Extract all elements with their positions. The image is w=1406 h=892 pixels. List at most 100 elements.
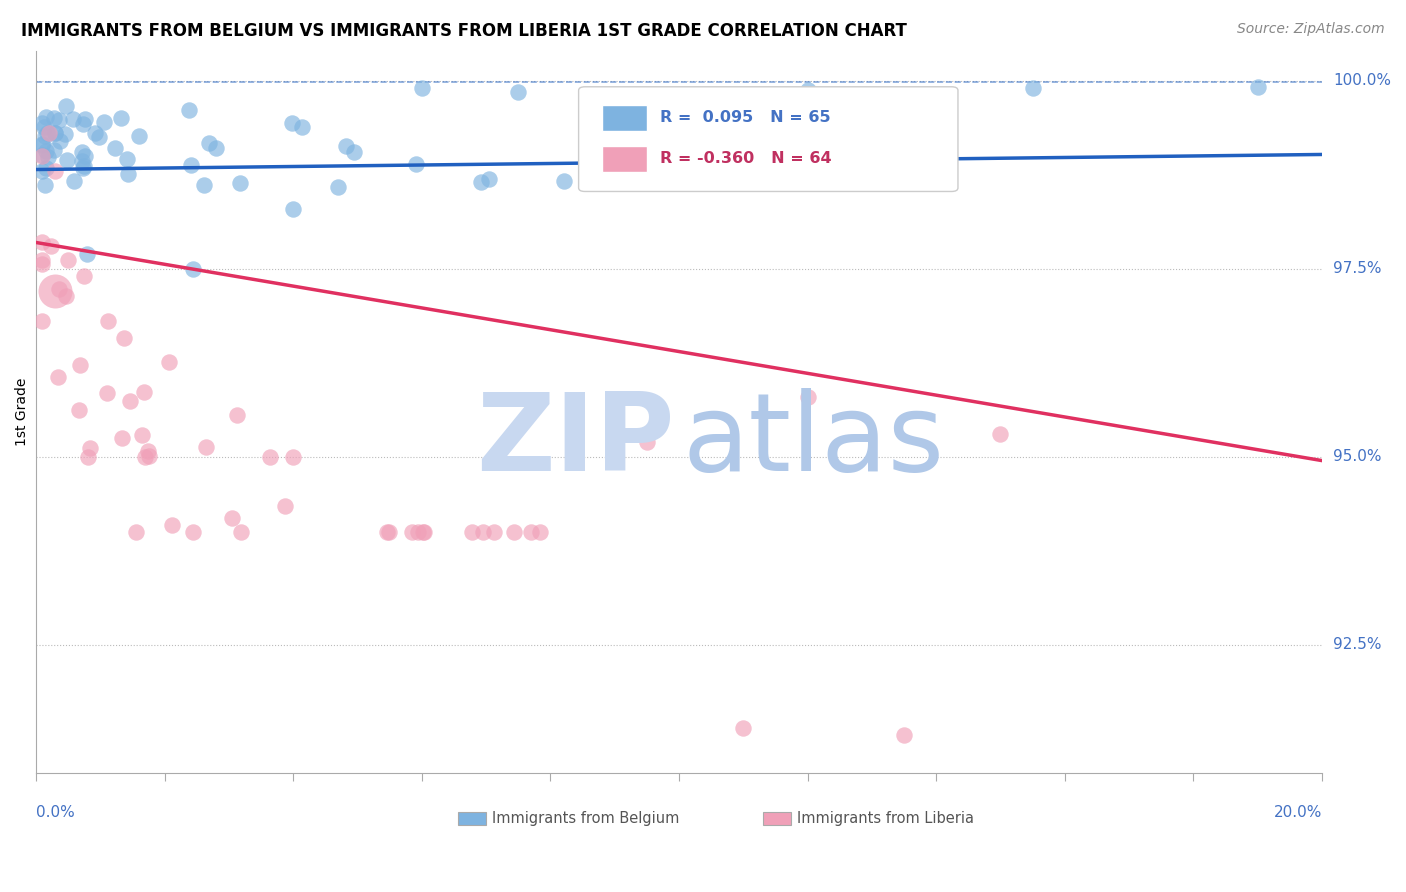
- Point: [34, 129, 56, 144]
- Text: 95.0%: 95.0%: [1333, 450, 1382, 465]
- Point: [63, 174, 86, 188]
- Point: [1246, 79, 1268, 94]
- Point: [72, 161, 94, 176]
- Point: [53, 127, 76, 141]
- Point: [73, 159, 96, 173]
- Point: [35, 145, 58, 159]
- Point: [62, 112, 84, 126]
- Point: [35, 110, 58, 124]
- Text: ZIP: ZIP: [477, 388, 675, 493]
- Point: [796, 83, 818, 97]
- Point: [470, 175, 492, 189]
- Point: [37, 127, 59, 141]
- Point: [461, 524, 484, 539]
- Point: [733, 721, 755, 735]
- Point: [44, 164, 66, 178]
- Point: [401, 524, 423, 539]
- Point: [56, 153, 79, 167]
- Point: [48, 282, 70, 296]
- Point: [70, 145, 93, 159]
- Point: [259, 450, 281, 464]
- Point: [893, 728, 915, 742]
- Point: [136, 443, 159, 458]
- Text: R = -0.360   N = 64: R = -0.360 N = 64: [659, 152, 831, 167]
- Point: [502, 524, 524, 539]
- Point: [84, 126, 107, 140]
- Point: [326, 180, 349, 194]
- Point: [96, 385, 118, 400]
- Text: IMMIGRANTS FROM BELGIUM VS IMMIGRANTS FROM LIBERIA 1ST GRADE CORRELATION CHART: IMMIGRANTS FROM BELGIUM VS IMMIGRANTS FR…: [21, 22, 907, 40]
- Point: [636, 434, 658, 449]
- Point: [405, 157, 427, 171]
- Point: [412, 524, 434, 539]
- Point: [58, 253, 80, 268]
- Text: Immigrants from Belgium: Immigrants from Belgium: [492, 811, 681, 826]
- Point: [205, 141, 228, 155]
- Point: [796, 390, 818, 404]
- Point: [31, 138, 53, 153]
- Point: [508, 85, 530, 99]
- Point: [412, 524, 434, 539]
- Point: [38, 127, 60, 141]
- Text: 97.5%: 97.5%: [1333, 261, 1382, 277]
- Point: [34, 161, 56, 175]
- Point: [73, 149, 96, 163]
- Text: Source: ZipAtlas.com: Source: ZipAtlas.com: [1237, 22, 1385, 37]
- Point: [110, 112, 132, 126]
- Point: [117, 167, 139, 181]
- Point: [120, 393, 142, 408]
- Point: [162, 518, 184, 533]
- Point: [72, 117, 94, 131]
- Point: [157, 355, 180, 369]
- Text: R =  0.095   N = 65: R = 0.095 N = 65: [659, 111, 831, 126]
- Point: [520, 524, 543, 539]
- Point: [31, 257, 53, 271]
- Point: [31, 149, 53, 163]
- Point: [34, 178, 56, 193]
- Point: [478, 172, 501, 186]
- Bar: [602, 146, 647, 172]
- Point: [39, 239, 62, 253]
- Point: [281, 450, 304, 464]
- Point: [193, 178, 215, 192]
- Point: [134, 450, 156, 464]
- Point: [55, 288, 77, 302]
- Point: [274, 499, 297, 513]
- Point: [67, 403, 90, 417]
- Point: [553, 174, 575, 188]
- Point: [990, 427, 1012, 442]
- Point: [482, 524, 505, 539]
- Point: [221, 511, 243, 525]
- Bar: [762, 812, 790, 825]
- Point: [115, 152, 138, 166]
- Point: [104, 141, 127, 155]
- Point: [125, 524, 148, 539]
- Point: [79, 442, 101, 456]
- Point: [69, 358, 91, 372]
- Point: [97, 313, 120, 327]
- Point: [378, 524, 401, 539]
- Y-axis label: 1st Grade: 1st Grade: [15, 377, 30, 446]
- Point: [194, 440, 217, 454]
- Point: [281, 202, 304, 216]
- Point: [180, 158, 202, 172]
- Point: [75, 112, 97, 127]
- Point: [31, 314, 53, 328]
- Point: [138, 449, 160, 463]
- Point: [343, 145, 366, 160]
- Point: [44, 285, 66, 299]
- Bar: [458, 812, 486, 825]
- Point: [411, 81, 433, 95]
- Text: Immigrants from Liberia: Immigrants from Liberia: [797, 811, 974, 826]
- FancyBboxPatch shape: [579, 87, 957, 192]
- Point: [132, 384, 155, 399]
- Point: [31, 252, 53, 267]
- Text: atlas: atlas: [683, 388, 945, 493]
- Point: [111, 431, 134, 445]
- Text: 92.5%: 92.5%: [1333, 638, 1382, 652]
- Point: [112, 331, 135, 345]
- Point: [406, 524, 429, 539]
- Point: [226, 408, 249, 422]
- Point: [42, 111, 65, 125]
- Point: [529, 524, 551, 539]
